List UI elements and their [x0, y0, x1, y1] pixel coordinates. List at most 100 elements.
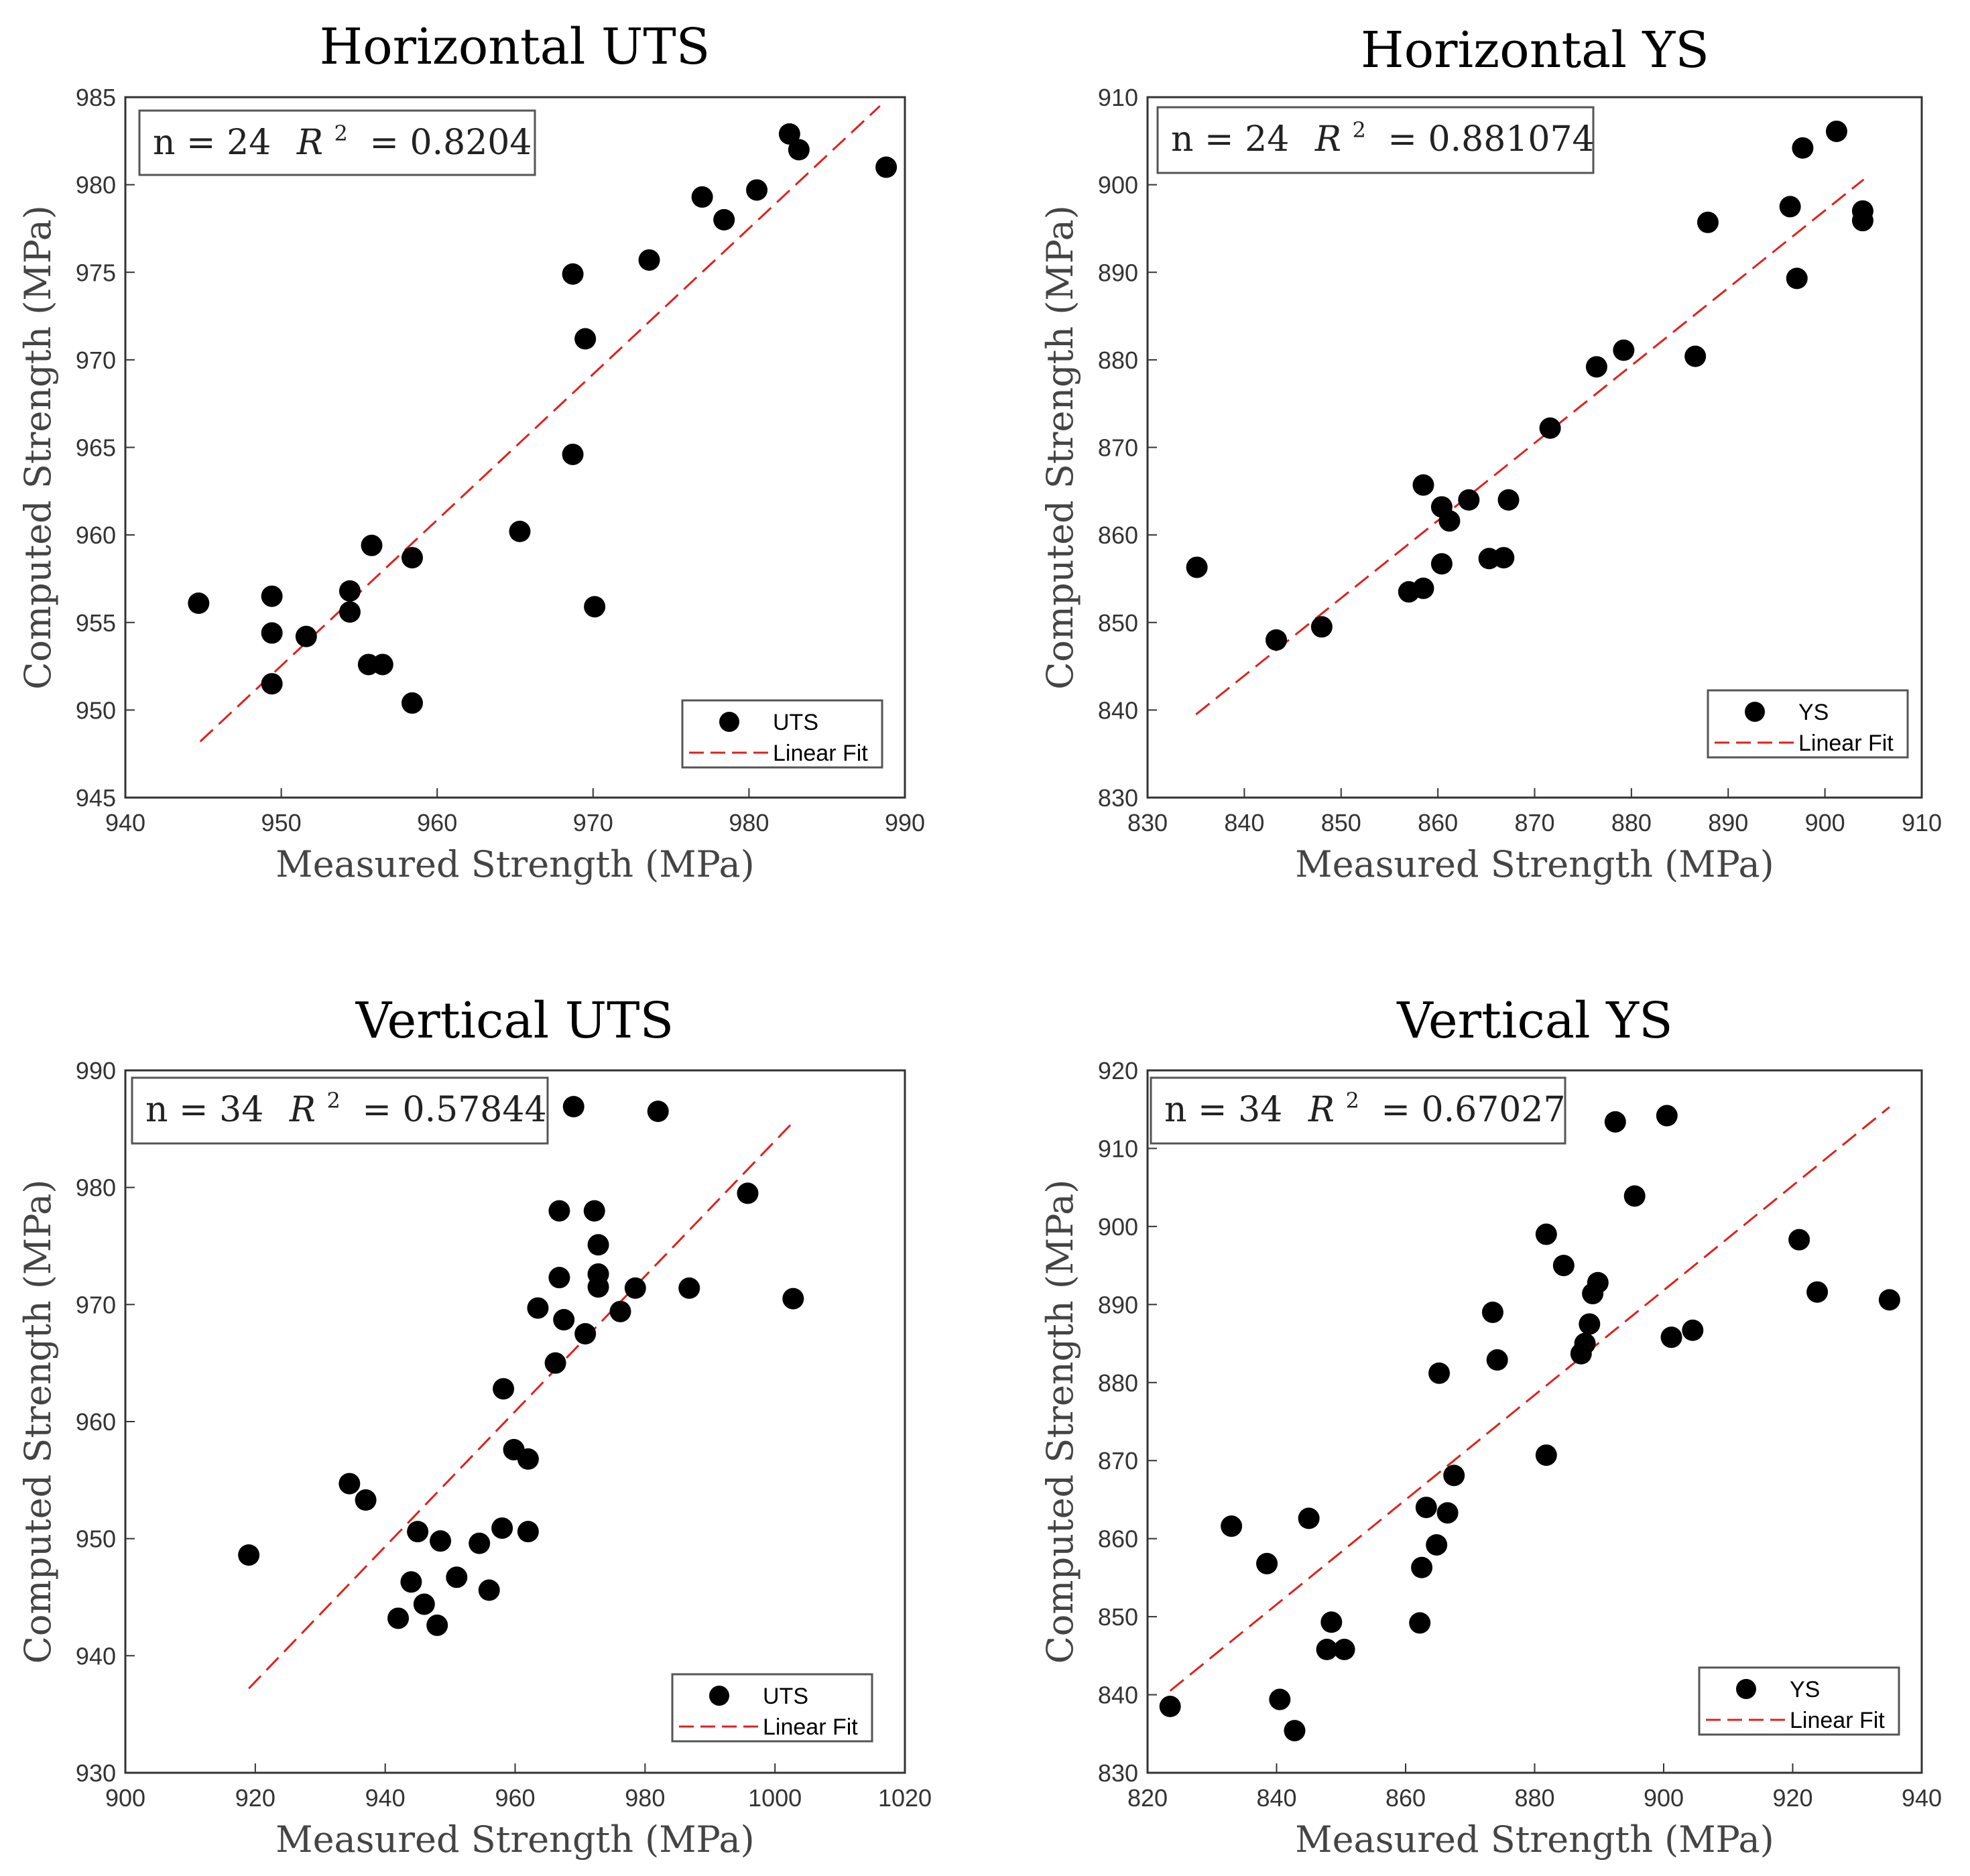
data-point: [713, 208, 735, 231]
plot-area-frame: [124, 96, 906, 799]
y-axis-label: Computed Strength (MPa): [17, 205, 59, 690]
data-point: [1411, 1556, 1433, 1578]
data-point: [587, 1234, 609, 1256]
data-point: [574, 1323, 597, 1345]
panel-horizontal-uts: Horizontal UTS 940 950 960 970 980 990 945 950 9…: [17, 18, 925, 885]
panel-vertical-uts: Vertical UTS 900 920 940 960 980 1000 1020 930 9…: [17, 992, 932, 1861]
x-tick-label: 950: [261, 809, 302, 836]
data-point: [509, 520, 531, 542]
data-point: [587, 1276, 609, 1298]
data-point: [1333, 1639, 1355, 1661]
r2-symbol: R: [1308, 1090, 1335, 1130]
data-point: [1851, 210, 1873, 232]
x-tick-label: 880: [1514, 1784, 1554, 1812]
data-point: [624, 1277, 646, 1299]
data-point: [238, 1544, 260, 1566]
panel-vertical-ys: Vertical YS 820 840 860 880 900 920 940 830 840 8…: [1039, 992, 1942, 1861]
y-tick-label: 960: [76, 521, 116, 549]
data-point: [548, 1267, 570, 1289]
data-point: [1269, 1688, 1291, 1710]
x-tick-label: 900: [1805, 809, 1845, 836]
data-point: [338, 1473, 361, 1495]
data-point: [638, 249, 660, 271]
data-point: [469, 1532, 491, 1554]
data-point: [548, 1200, 570, 1222]
legend-label-fit: Linear Fit: [1790, 1708, 1885, 1733]
data-point: [400, 1571, 422, 1593]
y-tick-label: 860: [1098, 521, 1138, 549]
r2-superscript: 2: [1353, 117, 1366, 143]
data-point: [493, 1378, 515, 1400]
legend: YS Linear Fit: [1707, 689, 1909, 759]
x-tick-label: 870: [1514, 809, 1554, 836]
data-point: [261, 673, 283, 695]
x-tick-label: 840: [1224, 809, 1264, 836]
y-tick-label: 950: [76, 1525, 116, 1553]
r2-value: = 0.57844: [362, 1090, 546, 1130]
data-point: [517, 1521, 539, 1543]
data-point: [407, 1521, 429, 1543]
legend-marker-points: [709, 1686, 729, 1706]
x-tick-label: 860: [1418, 809, 1458, 836]
x-tick-label: 900: [1644, 1784, 1684, 1812]
x-tick-label: 940: [105, 809, 145, 836]
data-point: [678, 1277, 700, 1299]
y-tick-label: 830: [1098, 784, 1138, 812]
y-tick-label: 910: [1098, 1135, 1138, 1162]
svg-text:n = 24 R 2: n = 24 R 2 = 0.8204: [153, 109, 532, 163]
data-point: [295, 625, 317, 647]
data-point: [1552, 1255, 1575, 1277]
data-point: [1486, 1349, 1508, 1371]
data-point: [188, 592, 210, 615]
data-point: [478, 1579, 500, 1601]
data-point: [1409, 1612, 1431, 1634]
x-tick-label: 1020: [878, 1784, 932, 1812]
data-point: [875, 156, 898, 178]
data-point: [1256, 1552, 1278, 1574]
data-point: [517, 1448, 539, 1470]
data-point: [1779, 196, 1801, 218]
y-tick-label: 910: [1098, 84, 1138, 111]
data-point: [426, 1614, 448, 1636]
annotation-box: [138, 109, 536, 176]
data-point: [1587, 1271, 1609, 1294]
y-tick-label: 980: [76, 1174, 116, 1202]
data-point: [1497, 489, 1520, 511]
y-tick-label: 850: [1098, 609, 1138, 637]
x-tick-label: 1000: [748, 1784, 802, 1812]
y-tick-label: 840: [1098, 696, 1138, 724]
plot-title: Horizontal YS: [1361, 21, 1709, 79]
sample-count: n = 24: [1171, 119, 1289, 160]
data-point: [1284, 1720, 1306, 1742]
x-tick-label: 920: [1772, 1784, 1812, 1812]
data-point: [553, 1309, 575, 1331]
plot-title: Horizontal UTS: [320, 18, 711, 76]
x-axis-label: Measured Strength (MPa): [275, 1818, 754, 1861]
data-point: [1186, 556, 1208, 578]
data-point: [1792, 137, 1814, 159]
y-tick-label: 880: [1098, 1369, 1138, 1397]
plot-title: Vertical YS: [1396, 992, 1673, 1050]
x-tick-label: 940: [1902, 1784, 1942, 1812]
y-tick-label: 920: [1098, 1057, 1138, 1084]
x-tick-label: 940: [365, 1784, 406, 1812]
data-point: [1438, 510, 1461, 532]
x-tick-label: 850: [1321, 809, 1361, 836]
y-axis-label: Computed Strength (MPa): [17, 1180, 59, 1664]
x-tick-label: 890: [1708, 809, 1748, 836]
y-tick-label: 970: [76, 1291, 116, 1318]
stats-annotation: n = 24 R 2 = 0.8204: [138, 109, 536, 176]
data-point: [1436, 1502, 1459, 1524]
data-point: [361, 534, 383, 556]
data-point: [1539, 417, 1561, 439]
r2-symbol: R: [1314, 119, 1341, 160]
data-point: [574, 328, 597, 350]
svg-text:n = 24 R 2: n = 24 R 2 = 0.881074: [1171, 106, 1595, 160]
x-tick-label: 970: [573, 809, 613, 836]
data-point: [1806, 1281, 1829, 1303]
y-tick-label: 945: [76, 784, 116, 812]
x-tick-label: 820: [1127, 1784, 1168, 1812]
legend-label-fit: Linear Fit: [1798, 731, 1894, 756]
data-point: [1623, 1185, 1646, 1207]
y-tick-label: 890: [1098, 259, 1138, 286]
